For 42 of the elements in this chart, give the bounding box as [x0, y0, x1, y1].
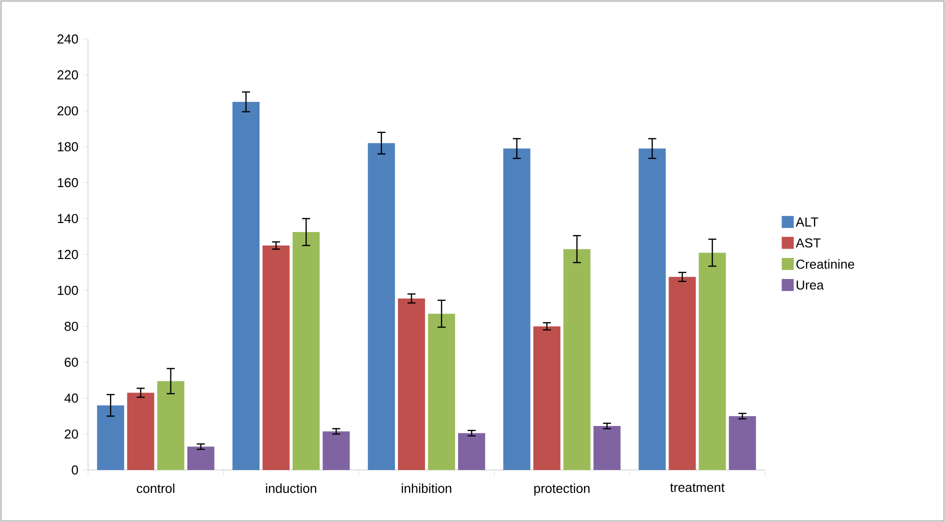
y-tick-label: 160: [58, 178, 78, 188]
x-tick-label: induction: [266, 483, 316, 494]
y-tick-label: 100: [58, 286, 78, 295]
y-tick-label: 200: [58, 106, 78, 116]
y-tick-label: 20: [64, 429, 78, 439]
legend-label: Urea: [796, 280, 824, 290]
legend-label: AST: [796, 238, 821, 248]
bar: [698, 252, 726, 470]
y-tick-label: 60: [64, 358, 78, 367]
bar: [232, 102, 260, 470]
bar: [533, 326, 560, 470]
y-tick-label: 180: [58, 142, 78, 152]
y-tick-label: 0: [72, 465, 78, 475]
bar: [428, 314, 456, 470]
bar: [563, 249, 590, 470]
x-tick-label: protection: [534, 483, 590, 496]
bar: [157, 381, 184, 470]
bar: [368, 143, 395, 470]
x-tick-label: inhibition: [402, 483, 452, 494]
bar: [187, 446, 214, 470]
bar: [262, 246, 290, 470]
bar: [458, 433, 486, 470]
y-tick-label: 220: [58, 70, 78, 80]
bar: [322, 431, 350, 470]
bar: [668, 276, 696, 470]
bar: [127, 392, 154, 470]
bar: [593, 426, 621, 470]
x-tick-label: control: [136, 483, 174, 494]
y-tick-label: 40: [64, 394, 78, 403]
bar: [503, 148, 530, 470]
bar: [292, 232, 320, 470]
bar: [728, 416, 756, 470]
y-tick-label: 120: [58, 250, 78, 260]
bar: [638, 148, 666, 470]
legend-label: ALT: [796, 218, 818, 226]
y-tick-label: 140: [58, 214, 78, 224]
x-tick-label: treatment: [670, 484, 725, 492]
bar: [398, 298, 426, 470]
y-tick-label: 240: [58, 34, 78, 44]
bar: [97, 405, 124, 470]
y-tick-label: 80: [64, 322, 78, 331]
legend-label: Creatinine: [796, 259, 854, 269]
